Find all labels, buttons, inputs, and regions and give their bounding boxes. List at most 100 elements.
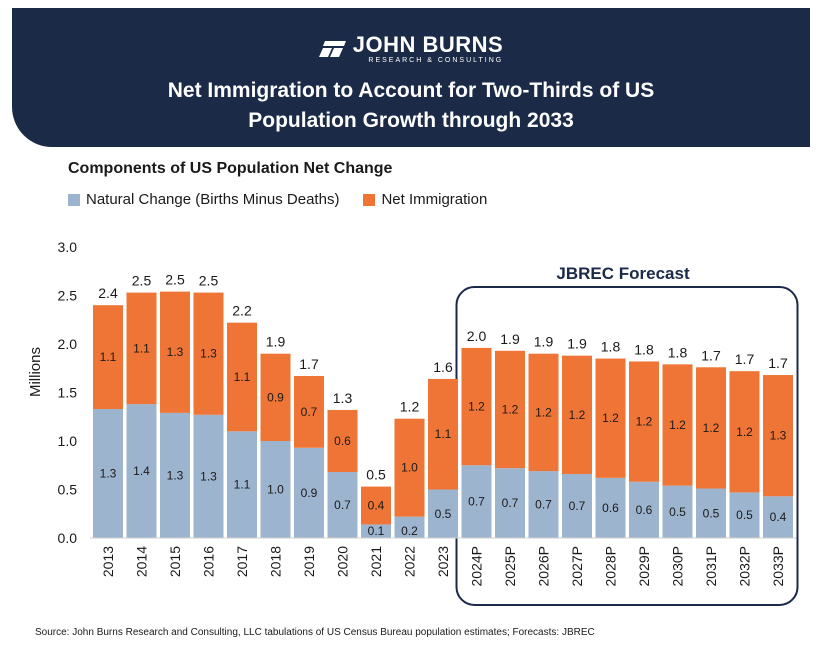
data-label-total: 2.2: [232, 303, 252, 319]
x-tick-label: 2032P: [737, 546, 753, 586]
y-axis-title: Millions: [27, 347, 44, 397]
bar-natural: [662, 485, 693, 538]
legend-item-immigration: Net Immigration: [363, 191, 487, 208]
data-label-total: 1.8: [634, 341, 654, 357]
bar-natural: [696, 488, 726, 538]
bar-immigration: [629, 361, 659, 482]
data-label-total: 1.7: [735, 351, 755, 367]
y-tick-label: 1.5: [58, 385, 78, 401]
x-tick-label: 2019: [301, 546, 317, 577]
data-label-immigration: 1.2: [468, 400, 485, 414]
bar-immigration: [361, 486, 391, 525]
data-label-natural: 0.7: [334, 498, 351, 512]
bar-immigration: [260, 353, 291, 441]
x-tick-label: 2022: [402, 546, 418, 577]
data-label-immigration: 1.1: [100, 350, 117, 364]
data-label-total: 1.6: [433, 359, 453, 375]
data-label-natural: 0.5: [669, 505, 686, 519]
data-label-immigration: 1.2: [602, 411, 619, 425]
x-tick-label: 2030P: [670, 546, 686, 586]
bar-immigration: [662, 364, 693, 486]
bar-immigration: [562, 355, 592, 474]
bar-immigration: [227, 322, 257, 432]
bar-natural: [495, 468, 525, 538]
source-note: Source: John Burns Research and Consulti…: [35, 627, 595, 638]
data-label-total: 1.8: [668, 344, 688, 360]
logo-tagline: RESEARCH & CONSULTING: [368, 57, 504, 64]
data-label-natural: 1.3: [200, 469, 217, 483]
bar-natural: [763, 496, 793, 538]
data-label-immigration: 1.1: [435, 427, 452, 441]
data-label-immigration: 1.2: [502, 402, 519, 416]
data-label-total: 1.9: [500, 331, 520, 347]
legend-swatch-natural: [68, 193, 80, 206]
x-tick-label: 2026P: [536, 546, 552, 586]
data-label-natural: 1.0: [267, 483, 284, 497]
data-label-total: 1.7: [768, 355, 788, 371]
bar-natural: [629, 481, 659, 538]
x-tick-label: 2031P: [703, 546, 719, 586]
data-label-immigration: 1.2: [535, 405, 552, 419]
data-label-immigration: 1.2: [736, 425, 753, 439]
x-tick-label: 2025P: [502, 546, 518, 586]
data-label-natural: 0.5: [703, 506, 720, 520]
data-label-total: 1.9: [266, 334, 286, 350]
data-label-natural: 0.1: [368, 524, 385, 538]
bar-natural: [562, 473, 592, 538]
data-label-immigration: 0.7: [301, 405, 318, 419]
bar-natural: [227, 431, 257, 538]
data-label-natural: 1.3: [167, 468, 184, 482]
data-label-natural: 0.2: [401, 524, 418, 538]
title-line-2: Population Growth through 2033: [248, 109, 574, 132]
y-tick-label: 1.0: [58, 433, 78, 449]
page-title: Net Immigration to Account for Two-Third…: [12, 76, 810, 136]
data-label-natural: 0.6: [636, 503, 653, 517]
legend-label-natural: Natural Change (Births Minus Deaths): [86, 191, 340, 208]
data-label-natural: 0.7: [468, 495, 485, 509]
data-label-immigration: 0.6: [334, 434, 351, 448]
bar-immigration: [428, 378, 458, 490]
bar-natural: [193, 414, 224, 538]
data-label-total: 1.9: [567, 336, 587, 352]
title-line-1: Net Immigration to Account for Two-Third…: [167, 79, 655, 102]
data-label-natural: 0.7: [569, 499, 586, 513]
x-tick-label: 2014: [134, 546, 150, 577]
data-label-total: 1.9: [534, 334, 554, 350]
bar-natural: [428, 489, 458, 538]
x-tick-label: 2028P: [603, 546, 619, 586]
bar-immigration: [394, 418, 425, 517]
data-label-immigration: 0.9: [267, 390, 284, 404]
bar-natural: [729, 492, 760, 538]
y-tick-label: 2.5: [58, 288, 78, 304]
logo-mark-icon: [318, 41, 346, 57]
data-label-total: 2.5: [165, 272, 185, 288]
legend-swatch-immigration: [363, 193, 376, 206]
data-label-natural: 0.4: [770, 510, 787, 524]
bar-immigration: [160, 291, 190, 413]
data-label-immigration: 1.3: [200, 347, 217, 361]
legend-label-immigration: Net Immigration: [381, 191, 488, 208]
data-label-total: 1.3: [333, 390, 353, 406]
x-tick-label: 2029P: [636, 546, 652, 586]
data-label-immigration: 1.0: [401, 461, 418, 475]
bar-immigration: [193, 292, 224, 415]
data-label-natural: 0.5: [435, 507, 452, 521]
data-label-immigration: 1.2: [703, 421, 720, 435]
data-label-natural: 0.7: [502, 496, 519, 510]
y-tick-label: 0.5: [58, 482, 78, 498]
bar-natural: [361, 524, 391, 538]
data-label-immigration: 1.2: [636, 415, 653, 429]
data-label-natural: 1.1: [234, 478, 251, 492]
bar-natural: [160, 412, 190, 538]
data-label-natural: 0.6: [602, 501, 619, 515]
data-label-natural: 0.7: [535, 498, 552, 512]
bar-natural: [394, 516, 425, 538]
logo-name: JOHN BURNS: [352, 32, 504, 57]
data-label-immigration: 1.3: [167, 345, 184, 359]
data-label-total: 1.7: [299, 356, 319, 372]
bar-immigration: [528, 353, 559, 472]
data-label-natural: 1.3: [100, 466, 117, 480]
bar-natural: [260, 441, 291, 538]
data-label-total: 0.5: [366, 467, 386, 483]
data-label-total: 2.4: [98, 285, 118, 301]
